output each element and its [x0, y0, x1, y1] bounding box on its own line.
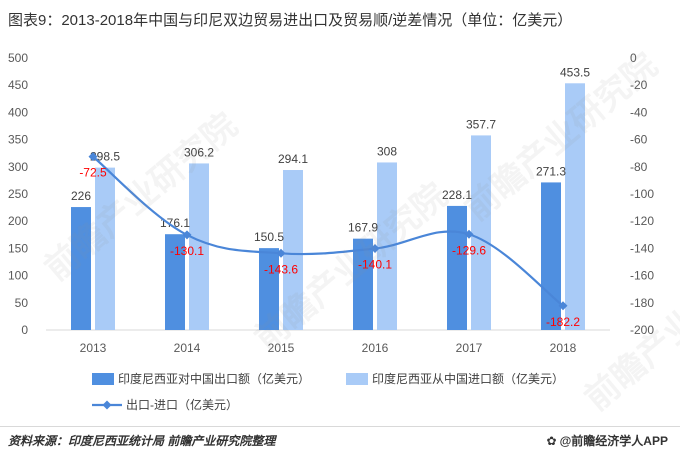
right-axis-tick-label: -200: [630, 323, 654, 337]
balance-value-label: -182.2: [546, 315, 580, 329]
x-axis-tick-label: 2016: [362, 341, 389, 355]
balance-point: [464, 229, 474, 239]
paw-icon: ✿: [546, 434, 557, 448]
x-axis-tick-label: 2014: [174, 341, 201, 355]
export-value-label: 150.5: [254, 230, 284, 244]
export-bar: [259, 248, 279, 330]
left-axis-tick-label: 100: [8, 269, 28, 283]
export-bar: [447, 205, 467, 330]
footer-divider: [0, 426, 680, 427]
left-axis-tick-label: 450: [8, 78, 28, 92]
balance-point: [88, 152, 98, 162]
legend-swatch-export: [92, 373, 114, 385]
chart-title: 图表9：2013-2018年中国与印尼双边贸易进出口及贸易顺/逆差情况（单位：亿…: [8, 12, 573, 29]
export-value-label: 228.1: [442, 188, 472, 202]
import-value-label: 357.7: [466, 117, 496, 131]
right-axis-tick-label: -160: [630, 269, 654, 283]
import-value-label: 453.5: [560, 65, 590, 79]
x-axis-tick-label: 2018: [550, 341, 577, 355]
right-axis-tick-label: -140: [630, 241, 654, 255]
right-axis-tick-label: -80: [630, 160, 648, 174]
import-bar: [565, 83, 585, 331]
right-axis-tick-label: -40: [630, 105, 648, 119]
export-bar: [353, 238, 373, 330]
export-value-label: 226: [71, 189, 91, 203]
balance-point: [370, 244, 380, 254]
right-axis-tick-label: 0: [630, 51, 637, 65]
export-bar: [541, 182, 561, 330]
import-bar: [189, 163, 209, 330]
right-axis-tick-label: -60: [630, 133, 648, 147]
left-axis-tick-label: 500: [8, 51, 28, 65]
import-bar: [471, 135, 491, 330]
legend-label-export: 印度尼西亚对中国出口额（亿美元）: [118, 371, 310, 386]
balance-value-label: -143.6: [264, 262, 298, 276]
import-bar: [283, 170, 303, 330]
balance-point: [276, 248, 286, 258]
balance-line: [92, 155, 564, 307]
x-axis-tick-label: 2017: [456, 341, 483, 355]
left-axis-tick-label: 0: [21, 323, 28, 337]
left-axis-tick-label: 150: [8, 241, 28, 255]
left-axis-tick-label: 250: [8, 187, 28, 201]
legend-label-import: 印度尼西亚从中国进口额（亿美元）: [372, 371, 564, 386]
left-axis-tick-label: 400: [8, 105, 28, 119]
brand-tag: ✿ @前瞻经济学人APP: [547, 432, 668, 449]
balance-point: [558, 301, 568, 311]
export-value-label: 167.9: [348, 221, 378, 235]
import-value-label: 308: [377, 144, 397, 158]
export-bar: [71, 207, 91, 330]
export-value-label: 271.3: [536, 164, 566, 178]
left-axis-tick-label: 200: [8, 214, 28, 228]
right-axis-tick-label: -20: [630, 78, 648, 92]
source-note: 资料来源：印度尼西亚统计局 前瞻产业研究院整理: [8, 434, 276, 448]
left-axis-tick-label: 300: [8, 160, 28, 174]
right-axis-tick-label: -180: [630, 296, 654, 310]
import-bar: [95, 167, 115, 330]
x-axis-tick-label: 2015: [268, 341, 295, 355]
left-axis-tick-label: 350: [8, 133, 28, 147]
brand-text: @前瞻经济学人APP: [559, 434, 668, 448]
balance-point: [182, 230, 192, 240]
legend-label-balance: 出口-进口（亿美元）: [126, 397, 238, 412]
balance-value-label: -140.1: [358, 258, 392, 272]
export-value-label: 176.1: [160, 216, 190, 230]
import-value-label: 294.1: [278, 152, 308, 166]
left-axis-tick-label: 50: [15, 296, 29, 310]
right-axis-tick-label: -100: [630, 187, 654, 201]
balance-value-label: -129.6: [452, 243, 486, 257]
legend-swatch-import: [346, 373, 368, 385]
balance-value-label: -130.1: [170, 244, 204, 258]
import-value-label: 306.2: [184, 145, 214, 159]
x-axis-tick-label: 2013: [80, 341, 107, 355]
balance-value-label: -72.5: [79, 166, 107, 180]
legend-marker-balance: [102, 400, 112, 410]
right-axis-tick-label: -120: [630, 214, 654, 228]
export-bar: [165, 234, 185, 330]
